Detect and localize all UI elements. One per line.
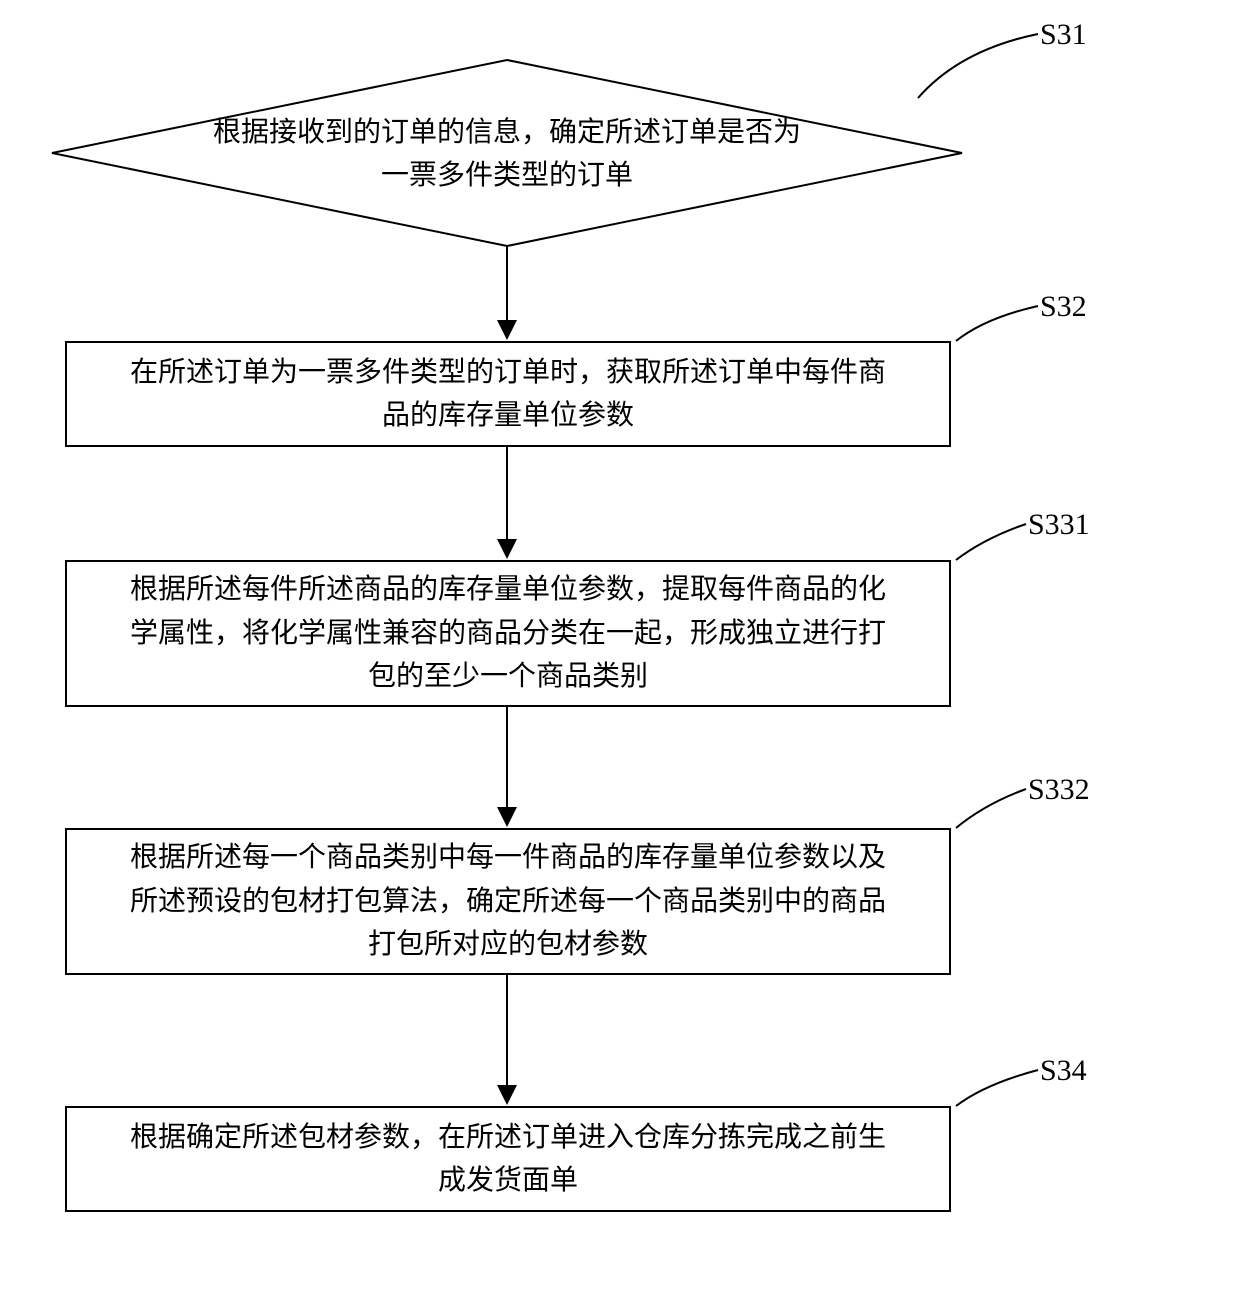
diamond-outline <box>52 60 962 246</box>
box-S34: 根据确定所述包材参数，在所述订单进入仓库分拣完成之前生 成发货面单 <box>65 1106 951 1212</box>
diamond-S31-text: 根据接收到的订单的信息，确定所述订单是否为 一票多件类型的订单 <box>197 111 817 198</box>
label-S331: S331 <box>1028 508 1090 542</box>
label-S34: S34 <box>1040 1054 1087 1088</box>
diamond-line2: 一票多件类型的订单 <box>381 160 633 191</box>
diamond-line1: 根据接收到的订单的信息，确定所述订单是否为 <box>213 117 801 148</box>
callout-S331 <box>956 524 1026 560</box>
box-S34-line1: 根据确定所述包材参数，在所述订单进入仓库分拣完成之前生 <box>130 1122 886 1153</box>
box-S32-line2: 品的库存量单位参数 <box>382 400 634 431</box>
callout-S32 <box>956 306 1038 341</box>
box-S32: 在所述订单为一票多件类型的订单时，获取所述订单中每件商 品的库存量单位参数 <box>65 341 951 447</box>
box-S332-line2: 所述预设的包材打包算法，确定所述每一个商品类别中的商品 <box>130 886 886 917</box>
label-S31: S31 <box>1040 18 1087 52</box>
box-S332: 根据所述每一个商品类别中每一件商品的库存量单位参数以及 所述预设的包材打包算法，… <box>65 828 951 975</box>
label-S32: S32 <box>1040 290 1087 324</box>
box-S331-line3: 包的至少一个商品类别 <box>368 661 648 692</box>
box-S331-line1: 根据所述每件所述商品的库存量单位参数，提取每件商品的化 <box>130 574 886 605</box>
box-S332-line3: 打包所对应的包材参数 <box>368 929 648 960</box>
box-S332-line1: 根据所述每一个商品类别中每一件商品的库存量单位参数以及 <box>130 842 886 873</box>
callout-S31 <box>918 34 1038 98</box>
callout-S332 <box>956 789 1026 828</box>
flowchart-canvas: 根据接收到的订单的信息，确定所述订单是否为 一票多件类型的订单 在所述订单为一票… <box>0 0 1240 1290</box>
box-S32-line1: 在所述订单为一票多件类型的订单时，获取所述订单中每件商 <box>130 357 886 388</box>
box-S331: 根据所述每件所述商品的库存量单位参数，提取每件商品的化 学属性，将化学属性兼容的… <box>65 560 951 707</box>
label-S332: S332 <box>1028 773 1090 807</box>
callout-S34 <box>956 1070 1038 1106</box>
box-S331-line2: 学属性，将化学属性兼容的商品分类在一起，形成独立进行打 <box>130 618 886 649</box>
box-S34-line2: 成发货面单 <box>438 1165 578 1196</box>
